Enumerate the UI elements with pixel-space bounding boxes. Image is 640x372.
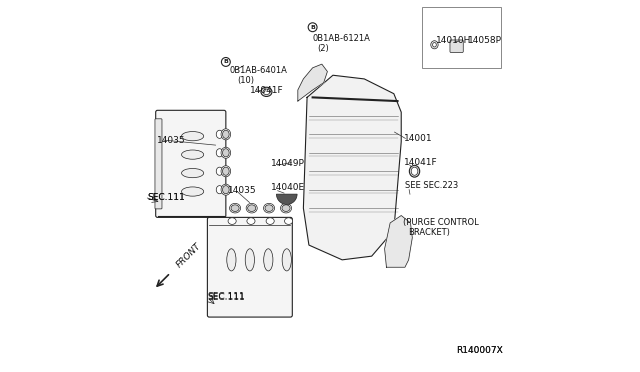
Ellipse shape: [231, 205, 239, 211]
Text: SEC.111: SEC.111: [207, 292, 245, 301]
Ellipse shape: [221, 147, 230, 158]
Ellipse shape: [228, 218, 236, 224]
Ellipse shape: [223, 130, 229, 138]
Text: 14035: 14035: [157, 137, 186, 145]
Ellipse shape: [261, 87, 272, 96]
Ellipse shape: [411, 167, 418, 175]
Text: FRONT: FRONT: [175, 241, 203, 269]
Text: 14041F: 14041F: [404, 157, 438, 167]
Text: 14041F: 14041F: [250, 86, 284, 94]
Ellipse shape: [264, 203, 275, 213]
Ellipse shape: [282, 249, 291, 271]
Text: SEC.111: SEC.111: [148, 193, 186, 202]
Ellipse shape: [216, 149, 223, 157]
Ellipse shape: [248, 205, 256, 211]
Ellipse shape: [265, 205, 273, 211]
Ellipse shape: [433, 42, 436, 47]
Polygon shape: [298, 64, 328, 101]
FancyBboxPatch shape: [207, 217, 292, 317]
Text: 14035: 14035: [228, 186, 256, 195]
Polygon shape: [303, 75, 401, 260]
Text: 0B1AB-6121A: 0B1AB-6121A: [312, 34, 371, 43]
Text: SEC.111: SEC.111: [148, 193, 186, 202]
Ellipse shape: [182, 169, 204, 178]
Ellipse shape: [264, 249, 273, 271]
Ellipse shape: [216, 167, 223, 175]
Ellipse shape: [230, 203, 241, 213]
FancyBboxPatch shape: [155, 119, 162, 209]
Ellipse shape: [221, 129, 230, 140]
Text: R140007X: R140007X: [456, 346, 504, 355]
Ellipse shape: [410, 165, 420, 177]
FancyBboxPatch shape: [156, 110, 226, 217]
Ellipse shape: [182, 187, 204, 196]
Ellipse shape: [280, 203, 292, 213]
Text: 14040E: 14040E: [271, 183, 305, 192]
Ellipse shape: [182, 150, 204, 159]
Polygon shape: [385, 215, 412, 267]
Text: B: B: [223, 60, 228, 64]
Wedge shape: [276, 194, 297, 205]
Text: 0B1AB-6401A: 0B1AB-6401A: [230, 66, 287, 75]
Text: 14001: 14001: [404, 134, 433, 143]
Text: 14058P: 14058P: [468, 36, 502, 45]
Ellipse shape: [221, 166, 230, 177]
Ellipse shape: [431, 41, 438, 49]
Ellipse shape: [223, 186, 229, 194]
Text: R140007X: R140007X: [456, 346, 504, 355]
Ellipse shape: [223, 167, 229, 175]
Text: SEC.111: SEC.111: [207, 293, 245, 302]
Ellipse shape: [247, 218, 255, 224]
Ellipse shape: [245, 249, 255, 271]
Ellipse shape: [285, 218, 292, 224]
Ellipse shape: [221, 184, 230, 195]
Text: (PURGE CONTROL: (PURGE CONTROL: [403, 218, 479, 227]
FancyBboxPatch shape: [450, 40, 463, 52]
Ellipse shape: [246, 203, 257, 213]
Text: SEE SEC.223: SEE SEC.223: [405, 182, 458, 190]
Ellipse shape: [266, 218, 274, 224]
Ellipse shape: [227, 249, 236, 271]
Text: (10): (10): [237, 76, 254, 84]
Text: BRACKET): BRACKET): [408, 228, 451, 237]
Text: (2): (2): [317, 44, 329, 53]
Ellipse shape: [216, 186, 223, 194]
Text: B: B: [310, 25, 315, 30]
Ellipse shape: [282, 205, 290, 211]
Ellipse shape: [216, 130, 223, 138]
Ellipse shape: [263, 89, 270, 94]
Bar: [422, 7, 501, 68]
Text: 14010H: 14010H: [436, 36, 472, 45]
Circle shape: [221, 58, 230, 66]
Ellipse shape: [182, 132, 204, 141]
Circle shape: [308, 23, 317, 32]
Ellipse shape: [223, 149, 229, 157]
Text: 14049P: 14049P: [271, 159, 305, 169]
